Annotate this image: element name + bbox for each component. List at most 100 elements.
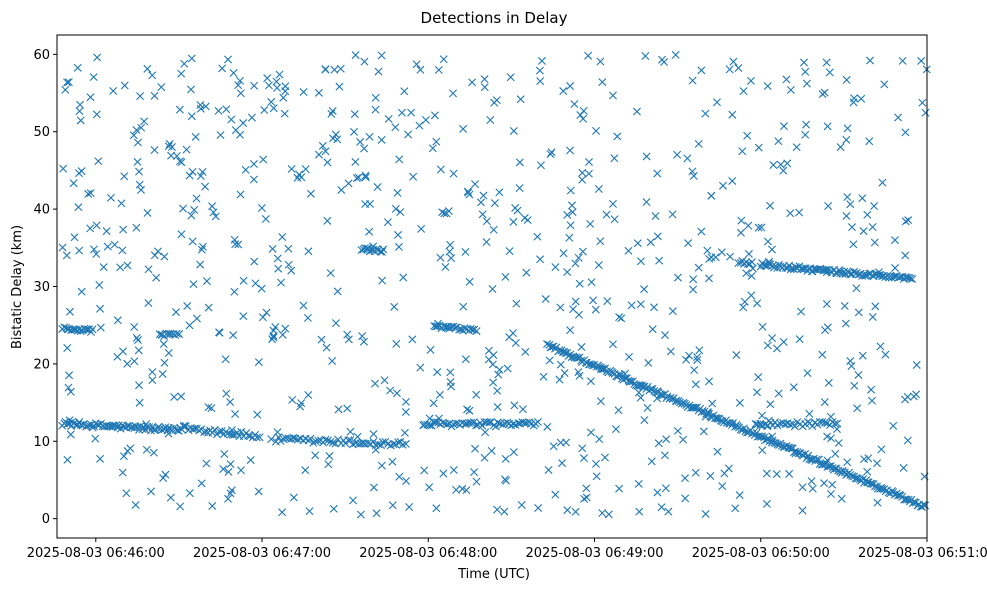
data-point-marker [380, 376, 389, 385]
data-point-marker [226, 397, 235, 406]
data-point-marker [555, 375, 564, 384]
data-point-marker [237, 466, 245, 475]
data-point-marker [753, 299, 762, 308]
data-point-marker [309, 438, 318, 447]
data-point-marker [849, 98, 858, 107]
data-point-marker [641, 52, 650, 61]
data-point-marker [688, 76, 697, 85]
data-point-marker [77, 287, 86, 296]
data-point-marker [148, 376, 157, 385]
data-point-marker [185, 489, 194, 498]
data-point-marker [791, 447, 800, 456]
data-point-marker [842, 211, 851, 220]
data-point-marker [177, 230, 186, 239]
x-tick-label: 2025-08-03 06:46:00 [27, 546, 165, 561]
data-point-marker [823, 122, 832, 131]
data-point-marker [236, 130, 244, 139]
data-point-marker [391, 204, 400, 213]
data-point-marker [689, 285, 698, 294]
data-point-marker [543, 422, 552, 431]
data-point-marker [187, 211, 196, 220]
data-point-marker [511, 338, 520, 347]
data-point-marker [768, 432, 777, 441]
data-point-marker [608, 340, 617, 349]
data-point-marker [739, 303, 748, 312]
data-point-marker [468, 78, 477, 87]
data-point-marker [356, 510, 365, 519]
data-point-marker [73, 63, 82, 72]
data-point-marker [898, 56, 907, 65]
data-point-marker [63, 344, 72, 352]
data-point-marker [842, 135, 851, 144]
data-point-marker [392, 389, 401, 398]
data-point-marker [731, 504, 740, 513]
data-point-marker [236, 89, 245, 98]
data-point-marker [227, 486, 236, 495]
data-point-marker [172, 308, 180, 317]
data-point-marker [404, 130, 413, 139]
data-points [58, 50, 931, 519]
data-point-marker [196, 101, 205, 109]
data-point-marker [441, 262, 450, 271]
data-point-marker [268, 335, 277, 344]
data-point-marker [903, 436, 912, 445]
data-point-marker [179, 204, 188, 213]
data-point-marker [415, 121, 424, 130]
data-point-marker [84, 421, 93, 430]
data-point-marker [685, 351, 694, 360]
data-point-marker [510, 401, 519, 410]
data-point-marker [264, 81, 273, 90]
data-point-marker [446, 240, 455, 249]
data-point-marker [690, 366, 699, 375]
data-point-marker [754, 143, 763, 152]
data-point-marker [602, 210, 611, 219]
data-point-marker [534, 504, 543, 513]
data-point-marker [544, 465, 553, 474]
data-point-marker [140, 117, 149, 126]
data-point-marker [764, 416, 773, 425]
data-point-marker [765, 257, 774, 266]
data-point-marker [757, 223, 766, 232]
data-point-marker [359, 337, 368, 346]
data-point-marker [673, 426, 682, 435]
data-point-marker [284, 260, 293, 269]
data-point-marker [444, 323, 453, 331]
data-point-marker [595, 435, 604, 444]
data-point-marker [379, 245, 388, 254]
data-point-marker [254, 487, 263, 496]
data-point-marker [229, 331, 238, 340]
data-point-marker [130, 322, 139, 331]
data-point-marker [278, 508, 287, 517]
x-axis: 2025-08-03 06:46:00 2025-08-03 06:47:00 20… [27, 538, 987, 561]
data-point-marker [318, 141, 327, 150]
data-point-marker [633, 239, 642, 248]
data-point-marker [106, 193, 115, 202]
data-point-marker [91, 434, 100, 443]
data-point-marker [227, 426, 236, 435]
data-point-marker [703, 246, 712, 255]
data-point-marker [198, 167, 207, 176]
data-point-marker [563, 506, 572, 515]
data-point-marker [596, 237, 605, 246]
data-point-marker [314, 436, 323, 445]
data-point-marker [551, 490, 560, 499]
data-point-marker [820, 88, 829, 97]
data-point-marker [329, 134, 337, 143]
data-point-marker [180, 59, 189, 68]
data-point-marker [323, 436, 332, 445]
data-point-marker [189, 280, 198, 289]
data-point-marker [876, 342, 885, 351]
data-point-marker [262, 308, 271, 317]
data-point-marker [653, 488, 662, 497]
data-point-marker [899, 463, 908, 472]
data-point-marker [551, 263, 560, 272]
data-point-marker [371, 105, 380, 114]
data-point-marker [175, 330, 184, 339]
data-point-marker [654, 439, 663, 448]
data-point-marker [186, 85, 195, 94]
data-point-marker [858, 194, 867, 203]
data-point-marker [132, 223, 141, 232]
data-point-marker [150, 91, 159, 100]
data-point-marker [737, 216, 746, 225]
